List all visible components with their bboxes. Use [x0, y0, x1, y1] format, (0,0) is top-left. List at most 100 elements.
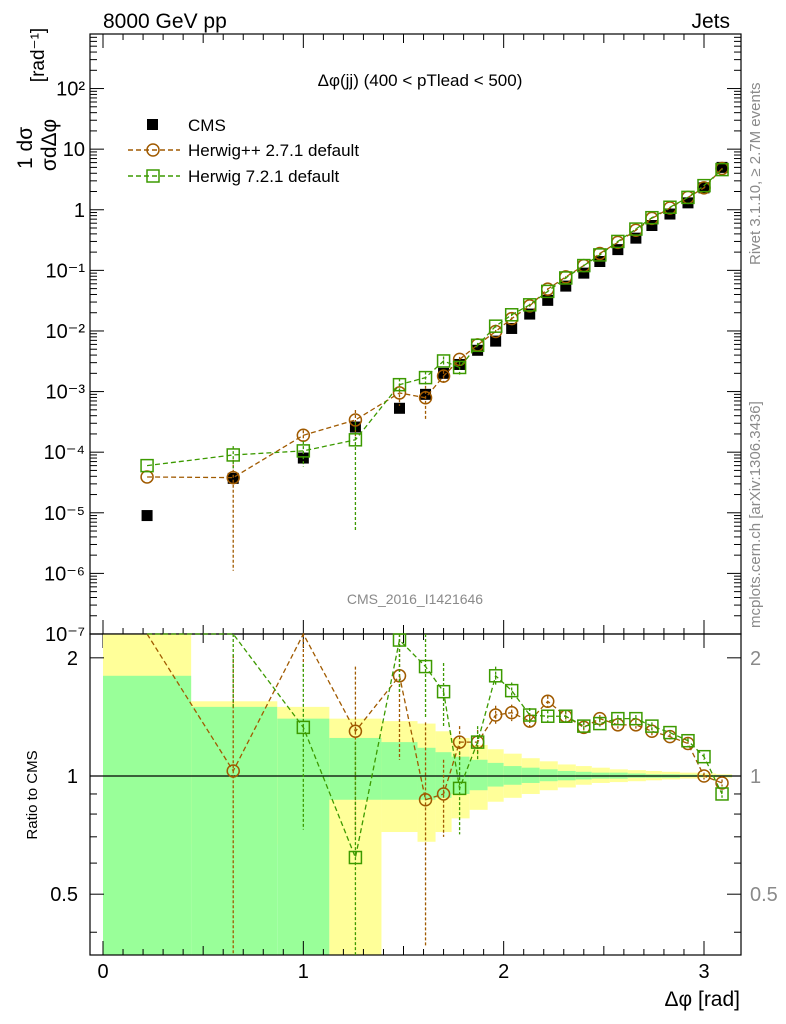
- y-tick-label: 10⁻²: [46, 321, 86, 343]
- ratio-point-herwigpp: [348, 724, 363, 739]
- series-point-herwig7: [418, 370, 433, 385]
- cms-point: [393, 402, 405, 414]
- band-inner-bin: [539, 769, 558, 782]
- series-point-herwig7: [436, 354, 451, 368]
- ratio-point-herwig7: [645, 719, 659, 733]
- legend-cms-label: CMS: [188, 116, 226, 135]
- series-point-herwig7: [504, 308, 519, 322]
- header-right: Jets: [691, 10, 730, 33]
- series-point-herwig7: [140, 458, 154, 473]
- legend-herwig7-label: Herwig 7.2.1 default: [188, 167, 339, 186]
- ratio-y-tick-label: 2: [67, 648, 78, 670]
- mcplots-label: mcplots.cern.ch [arXiv:1306.3436]: [747, 401, 764, 628]
- ratio-point-herwig7: [629, 711, 643, 726]
- cms-point: [612, 244, 624, 256]
- plot-title: Δφ(jj) (400 < pTlead < 500): [318, 71, 523, 90]
- ratio-y-tick-label: 1: [67, 766, 78, 788]
- x-tick-label: 0: [97, 961, 108, 983]
- cms-point: [646, 219, 658, 231]
- band-inner-bin: [103, 675, 192, 955]
- x-tick-label: 3: [698, 961, 709, 983]
- y-axis-title-main: 1 dσ σdΔφ [rad⁻¹]: [14, 28, 61, 171]
- cms-point: [420, 388, 432, 400]
- ratio-line-herwigpp: [146, 632, 723, 801]
- series-point-herwig7: [452, 360, 467, 375]
- cms-point: [506, 322, 518, 334]
- y-tick-label: 1: [74, 200, 85, 222]
- ratio-point-herwigpp: [452, 735, 467, 749]
- series-point-herwig7: [348, 433, 363, 447]
- x-tick-label: 1: [298, 961, 309, 983]
- cms-point: [542, 294, 554, 306]
- series-point-herwigpp: [226, 470, 240, 485]
- x-tick-label: 2: [498, 961, 509, 983]
- ratio-panel: 0 1 2 3 0.5 0.5 1 1 2 2: [50, 632, 778, 983]
- ratio-point-herwig7: [715, 787, 729, 801]
- ratio-y-tick-label-right: 0.5: [750, 884, 778, 906]
- ratio-point-herwig7: [504, 683, 519, 698]
- ratio-point-herwigpp: [418, 793, 433, 807]
- band-inner-bin: [277, 718, 330, 955]
- svg-text:1 dσ σdΔφ: 1 dσ σdΔφ: [14, 119, 61, 171]
- ratio-point-herwig7: [436, 684, 451, 699]
- cms-point: [716, 161, 728, 173]
- cms-point: [560, 280, 572, 292]
- ratio-point-herwigpp: [697, 769, 711, 783]
- svg-text:[rad⁻¹]: [rad⁻¹]: [28, 28, 49, 82]
- y-tick-label: 10⁻⁵: [44, 503, 85, 525]
- ratio-point-herwig7: [522, 708, 537, 722]
- legend-cms-marker: [147, 119, 158, 130]
- ratio-axis-title: Ratio to CMS: [24, 750, 41, 839]
- cms-point: [141, 510, 153, 522]
- series-point-herwigpp: [436, 369, 451, 383]
- band-inner-bin: [417, 747, 436, 800]
- ratio-point-herwig7: [470, 735, 485, 749]
- series-point-herwig7: [540, 284, 555, 299]
- band-inner-bin: [191, 706, 278, 955]
- ratio-point-herwigpp: [226, 764, 240, 778]
- cms-point: [630, 232, 642, 244]
- y-tick-label: 10⁻⁶: [44, 563, 85, 585]
- y-tick-label: 10²: [56, 79, 85, 101]
- band-inner-bin: [521, 767, 540, 783]
- band-inner-bin: [469, 759, 488, 791]
- ratio-point-herwig7: [593, 716, 607, 731]
- cms-point: [227, 472, 239, 484]
- series-point-herwig7: [296, 444, 311, 458]
- y-tick-label: 10: [63, 139, 85, 161]
- series-point-herwig7: [577, 258, 591, 273]
- ratio-point-herwigpp: [436, 787, 451, 801]
- series-point-herwigpp: [348, 413, 363, 427]
- series-point-herwigpp: [418, 391, 433, 405]
- ratio-point-herwigpp: [540, 694, 555, 709]
- legend-herwig7-marker: [146, 169, 160, 183]
- ratio-point-herwig7: [697, 749, 711, 764]
- ratio-point-herwig7: [577, 719, 591, 733]
- ratio-point-herwig7: [348, 850, 363, 865]
- cms-point: [490, 335, 502, 347]
- series-point-herwig7: [522, 298, 537, 312]
- series-point-herwig7: [392, 377, 407, 392]
- ratio-point-herwig7: [611, 711, 625, 726]
- cms-point: [578, 267, 590, 279]
- ratio-point-herwig7: [663, 725, 677, 740]
- series-line-herwigpp: [147, 168, 723, 479]
- y-tick-label: 10⁻¹: [46, 260, 86, 282]
- legend-herwigpp-label: Herwig++ 2.7.1 default: [188, 141, 359, 160]
- ratio-point-herwig7: [559, 709, 573, 723]
- main-panel: 10⁻⁷ 10⁻⁶ 10⁻⁵ 10⁻⁴ 10⁻³ 10⁻² 10⁻¹ 1 10 10²: [44, 33, 742, 648]
- band-inner-bin: [487, 762, 504, 787]
- series-point-herwig7: [663, 200, 677, 214]
- series-point-herwig7: [681, 190, 695, 205]
- ratio-point-herwigpp: [488, 708, 503, 722]
- series-point-herwig7: [559, 271, 573, 285]
- series-point-herwigpp: [392, 386, 407, 400]
- ratio-point-herwig7: [392, 633, 407, 647]
- ratio-point-herwigpp: [504, 705, 519, 720]
- series-point-herwig7: [488, 319, 503, 333]
- series-point-herwig7: [715, 162, 729, 177]
- series-point-herwig7: [697, 178, 711, 193]
- ratio-point-herwig7: [681, 733, 695, 748]
- y-tick-label: 10⁻³: [46, 382, 86, 404]
